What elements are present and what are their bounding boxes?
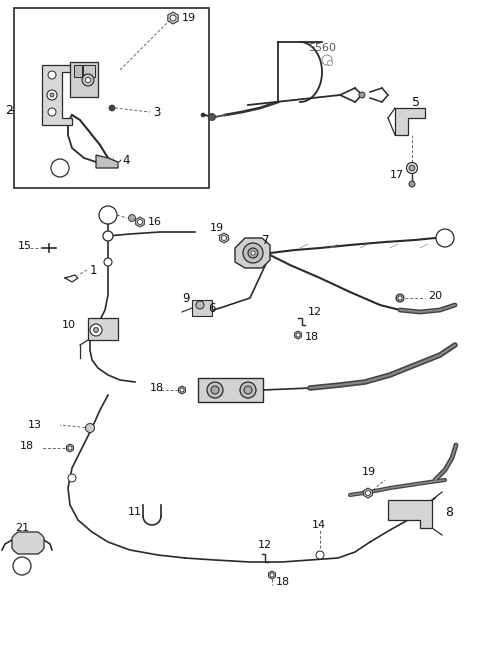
Text: 1: 1 [90,263,97,276]
Polygon shape [42,65,72,125]
Circle shape [316,551,324,559]
Text: A: A [57,163,63,173]
Circle shape [244,386,252,394]
Circle shape [68,446,72,450]
Text: 18: 18 [150,383,164,393]
Text: 11: 11 [128,507,142,517]
Text: 15: 15 [18,241,32,251]
Circle shape [436,229,454,247]
Text: 2: 2 [5,103,13,117]
Circle shape [322,55,332,65]
Text: 12: 12 [308,307,322,317]
Circle shape [50,93,54,97]
Bar [74,65,82,77]
Polygon shape [235,238,270,268]
Polygon shape [168,12,178,24]
Circle shape [201,113,205,117]
Text: B: B [19,561,25,571]
Circle shape [180,388,184,392]
Circle shape [82,74,94,86]
Circle shape [109,105,115,111]
Text: 19: 19 [210,223,224,233]
Polygon shape [136,217,144,227]
Circle shape [270,573,274,577]
Text: 18: 18 [20,441,34,451]
Circle shape [396,294,404,302]
Circle shape [85,78,91,82]
Text: 19: 19 [182,13,196,23]
Circle shape [211,386,219,394]
Circle shape [103,231,113,241]
Circle shape [365,491,371,495]
Circle shape [68,474,76,482]
Circle shape [221,235,227,241]
Polygon shape [67,444,73,452]
Text: B: B [442,233,448,243]
Text: 5560: 5560 [308,43,336,53]
Text: 16: 16 [148,217,162,227]
Bar [88,318,118,340]
Text: 7: 7 [262,233,269,247]
Circle shape [208,113,216,121]
Circle shape [13,557,31,575]
Text: 12: 12 [258,540,272,550]
Polygon shape [12,532,44,554]
Circle shape [104,258,112,266]
Text: 17: 17 [390,170,404,180]
Circle shape [409,165,415,171]
Text: 6: 6 [208,302,216,314]
Text: 19: 19 [362,467,376,477]
Circle shape [296,333,300,337]
Circle shape [170,15,176,21]
Text: A: A [105,210,111,220]
Bar [14,8,209,188]
Circle shape [240,382,256,398]
Text: 13: 13 [28,420,42,430]
Text: 14: 14 [312,520,326,530]
Circle shape [398,296,402,300]
Bar [198,378,263,402]
Polygon shape [295,331,301,339]
Circle shape [85,424,95,432]
Polygon shape [268,571,276,579]
Circle shape [251,251,255,255]
Circle shape [94,328,98,333]
Circle shape [196,301,204,309]
Polygon shape [220,233,228,243]
Text: 4: 4 [122,154,130,166]
Circle shape [47,90,57,100]
Text: 10: 10 [62,320,76,330]
Circle shape [243,243,263,263]
Circle shape [248,248,258,258]
Text: 20: 20 [428,291,442,301]
Circle shape [129,215,135,221]
Text: 9: 9 [182,292,190,304]
Text: 18: 18 [305,332,319,342]
Circle shape [90,324,102,336]
Circle shape [327,60,333,66]
Polygon shape [364,488,372,498]
Bar [192,300,212,316]
Circle shape [48,108,56,116]
Text: 18: 18 [276,577,290,587]
Text: 5: 5 [412,95,420,109]
Polygon shape [179,386,185,394]
Circle shape [409,181,415,187]
Circle shape [407,162,418,174]
Polygon shape [388,500,432,528]
Circle shape [359,92,365,98]
Circle shape [137,219,143,225]
Circle shape [99,206,117,224]
Text: 3: 3 [153,105,160,119]
Circle shape [207,382,223,398]
Text: 21: 21 [15,523,29,533]
Polygon shape [96,155,118,168]
Circle shape [51,159,69,177]
Bar [83,65,95,77]
Polygon shape [395,108,425,135]
Circle shape [48,71,56,79]
Bar [70,62,98,97]
Text: 8: 8 [445,505,453,518]
